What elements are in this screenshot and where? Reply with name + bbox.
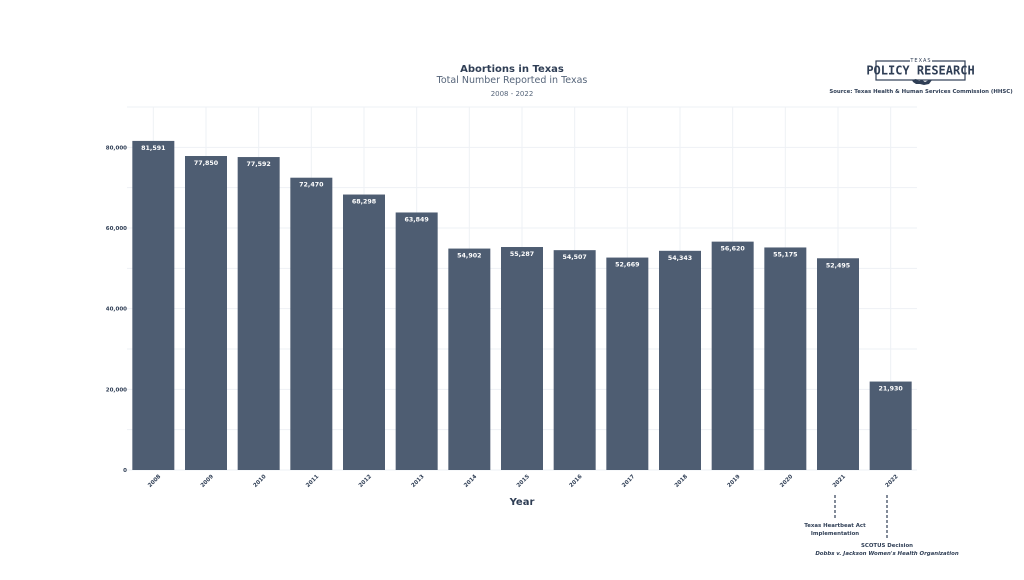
data-label-2018: 54,343 (668, 255, 692, 262)
chart-subtitle: Total Number Reported in Texas (436, 75, 588, 86)
x-tick-label: 2011 (305, 474, 320, 489)
policy-research-logo: TEXAS POLICY RESEARCH Source: Texas Heal… (829, 57, 1013, 95)
x-tick-label: 2018 (674, 474, 689, 489)
x-axis: 2008 2009 2010 2011 2012 2013 2014 2015 2016 2017… (147, 474, 900, 489)
data-label-2010: 77,592 (247, 161, 271, 168)
data-label-2012: 68,298 (352, 199, 376, 206)
chart-date-range: 2008 - 2022 (491, 90, 534, 98)
texas-map-icon (912, 79, 932, 85)
bar-2022 (869, 381, 912, 470)
data-label-2009: 77,850 (194, 160, 219, 167)
x-tick-label: 2020 (779, 474, 794, 489)
data-label-2008: 81,591 (141, 145, 165, 152)
x-tick-label: 2009 (200, 474, 215, 489)
bar-2021 (817, 258, 859, 470)
data-label-2014: 54,902 (457, 253, 481, 260)
data-labels: 81,591 77,850 77,592 72,470 68,298 63,849 54,9… (141, 145, 903, 393)
x-tick-label: 2021 (832, 474, 847, 489)
bar-2016 (553, 250, 596, 470)
logo-top-text: TEXAS (909, 58, 931, 64)
x-tick-label: 2012 (358, 474, 373, 489)
y-tick-label: 0 (123, 468, 127, 474)
bar-2015 (501, 247, 543, 470)
y-tick-label: 40,000 (106, 307, 127, 313)
bar-2017 (606, 257, 649, 470)
annotation-heartbeat-act-line1: Texas Heartbeat Act (804, 523, 866, 529)
source-note: Source: Texas Health & Human Services Co… (829, 89, 1012, 95)
annotation-scotus-line1: SCOTUS Decision (861, 543, 913, 549)
data-label-2016: 54,507 (563, 254, 587, 261)
bar-2011 (290, 177, 333, 470)
annotation-scotus-case: Dobbs v. Jackson Women's Health Organiza… (815, 551, 958, 557)
x-tick-label: 2010 (253, 474, 268, 489)
logo-gap (910, 57, 932, 63)
x-tick-label: 2022 (885, 474, 900, 489)
y-tick-label: 80,000 (106, 145, 127, 151)
bar-2008 (132, 140, 175, 470)
logo-main-text: POLICY RESEARCH (866, 64, 974, 78)
y-tick-label: 20,000 (106, 387, 127, 393)
bar-2010 (237, 157, 280, 470)
data-label-2021: 52,495 (826, 262, 850, 269)
data-label-2020: 55,175 (773, 251, 797, 258)
bar-2014 (448, 248, 491, 470)
x-tick-label: 2016 (569, 474, 584, 489)
x-tick-label: 2014 (463, 474, 478, 489)
data-label-2013: 63,849 (405, 216, 429, 223)
x-axis-title: Year (509, 497, 535, 508)
bar-2012 (343, 194, 385, 470)
annotation-heartbeat-act-line2: Implementation (811, 531, 859, 537)
bars (132, 140, 912, 470)
data-label-2011: 72,470 (299, 182, 324, 189)
bar-2019 (711, 241, 754, 470)
y-axis: 0 20,000 40,000 60,000 80,000 (106, 145, 127, 474)
bar-2013 (395, 212, 438, 470)
bar-2020 (764, 247, 807, 470)
x-tick-label: 2019 (727, 474, 742, 489)
data-label-2022: 21,930 (879, 386, 904, 393)
data-label-2017: 52,669 (615, 262, 639, 269)
x-tick-label: 2015 (516, 474, 531, 489)
annotations: Texas Heartbeat Act Implementation SCOTU… (804, 495, 959, 557)
bar-2009 (185, 156, 227, 470)
data-label-2019: 56,620 (721, 246, 746, 253)
bar-2018 (659, 250, 701, 470)
x-tick-label: 2017 (621, 474, 636, 489)
data-label-2015: 55,287 (510, 251, 534, 258)
x-tick-label: 2008 (147, 474, 162, 489)
chart-title: Abortions in Texas (460, 64, 564, 75)
x-tick-label: 2013 (411, 474, 426, 489)
y-tick-label: 60,000 (106, 226, 127, 232)
chart-header: Abortions in Texas Total Number Reported… (436, 64, 588, 98)
